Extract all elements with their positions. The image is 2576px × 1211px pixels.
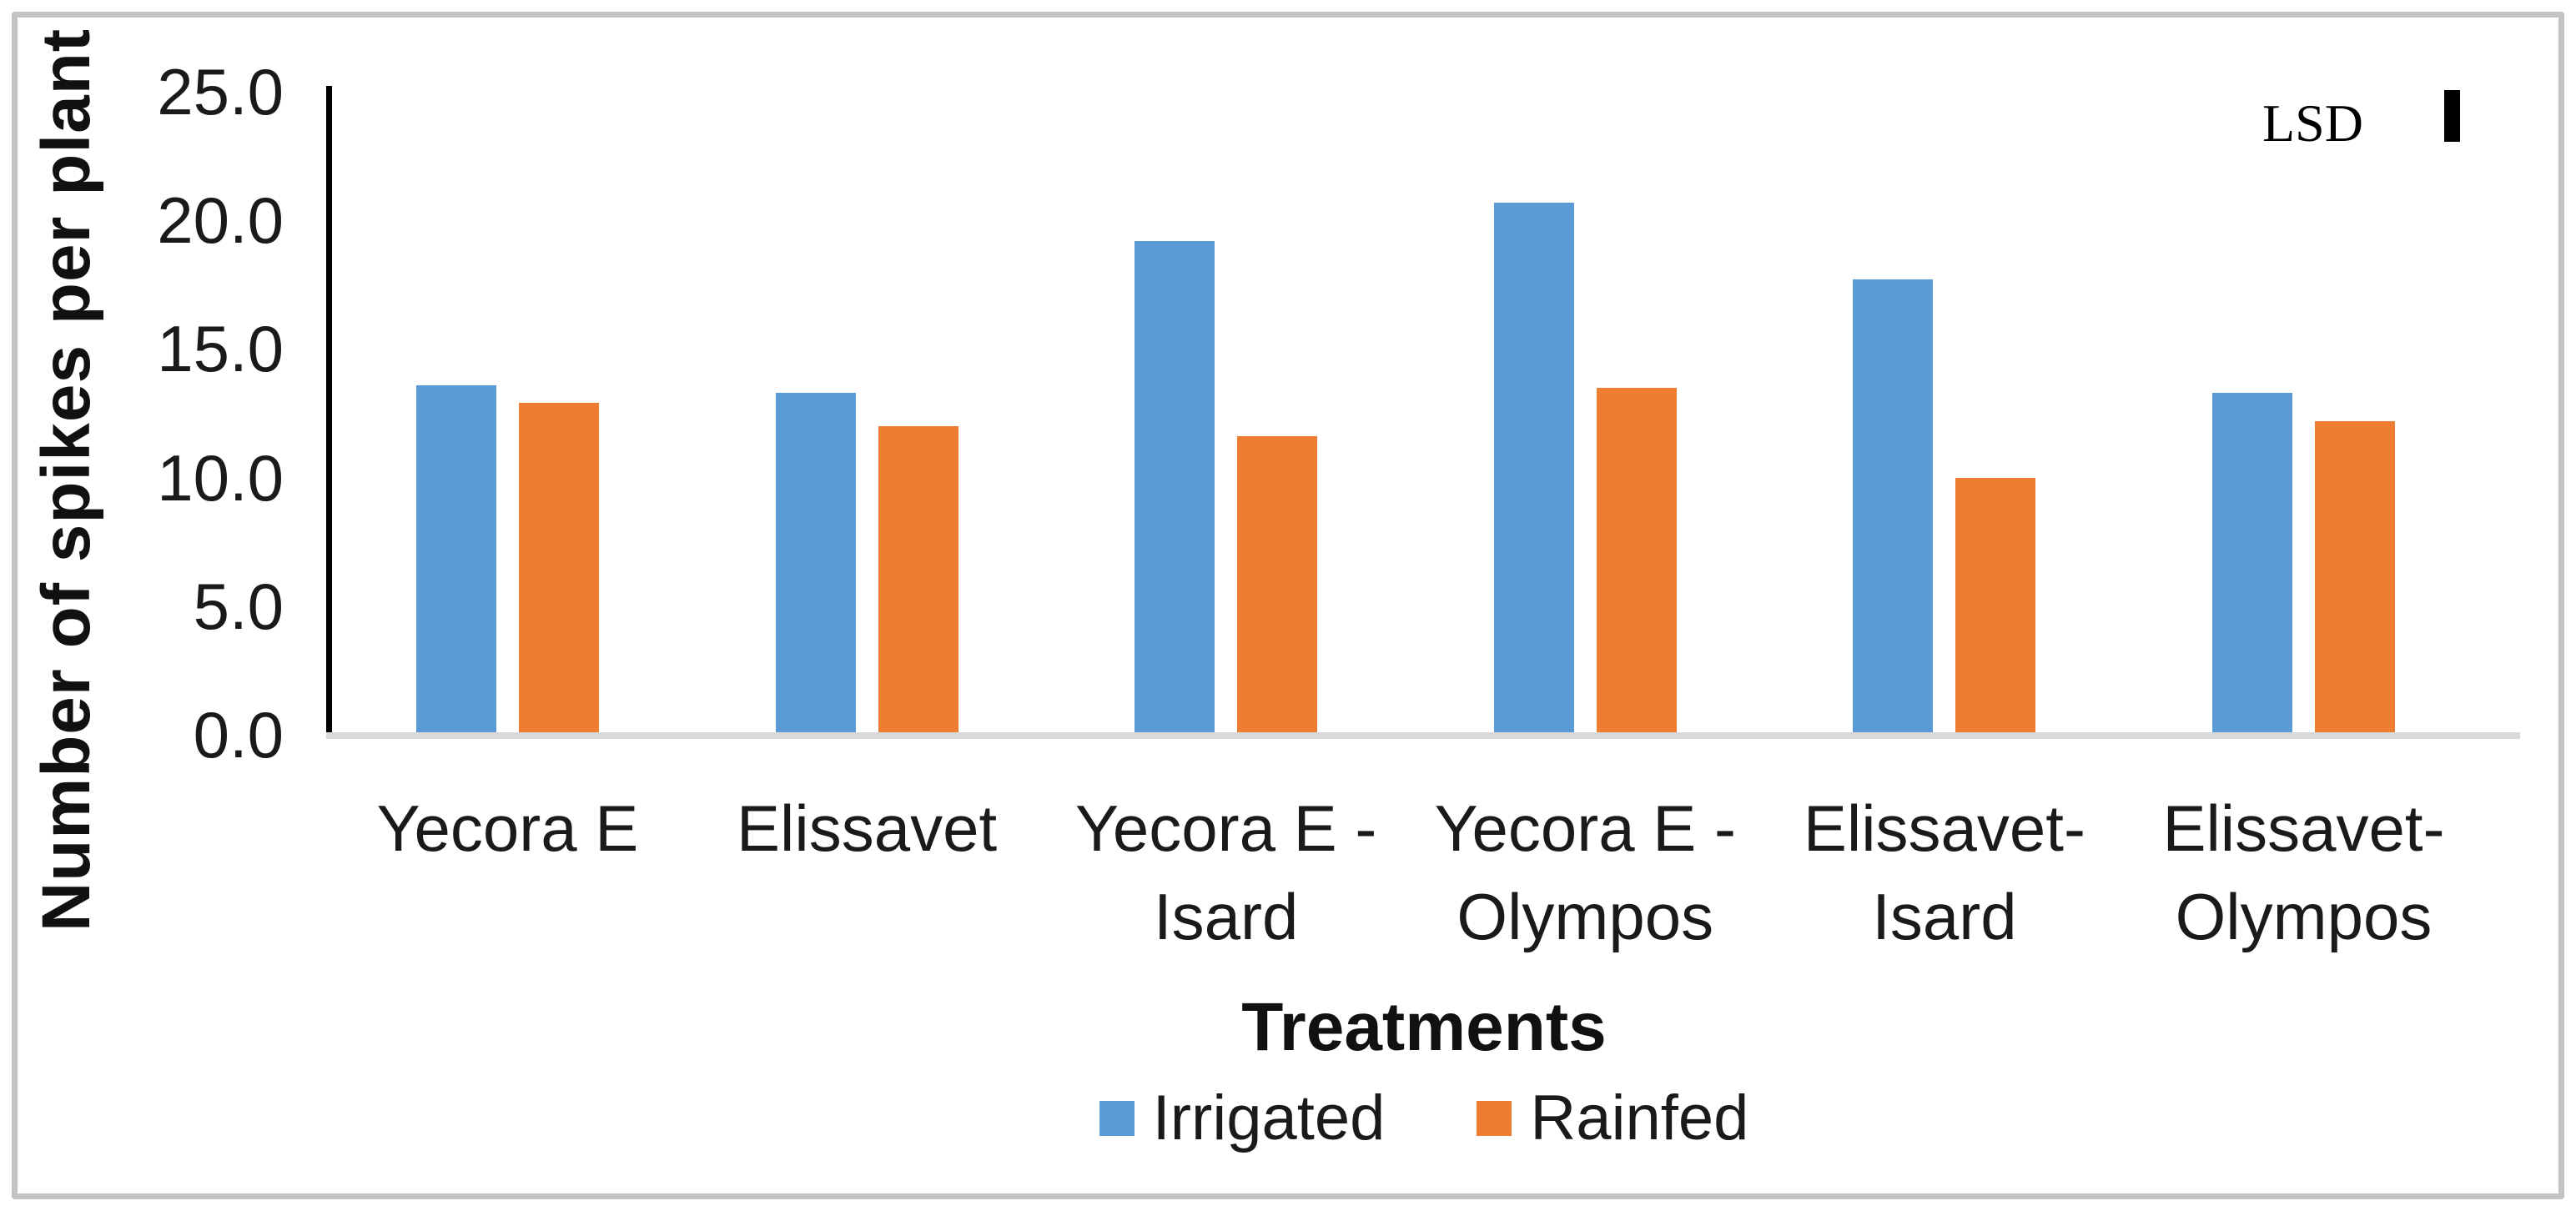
bar-rainfed-6 [2315,420,2395,735]
category-label-line: Yecora E - [1434,791,1736,865]
bar-irrigated-4 [1493,202,1574,735]
bar-rainfed-3 [1237,436,1318,735]
y-tick-label: 25.0 [157,55,284,128]
legend-swatch-rainfed [1477,1100,1512,1136]
category-label-4: Yecora E - Olympos [1393,784,1777,961]
lsd-label: LSD [2262,93,2363,153]
lsd-error-bar [2444,90,2460,142]
bar-rainfed-1 [519,403,599,735]
x-axis-baseline [326,732,2520,739]
y-tick-label: 15.0 [157,312,284,386]
bar-rainfed-5 [1955,477,2036,735]
bar-irrigated-3 [1135,240,1215,735]
category-label-line: Isard [1872,880,2017,953]
bottom-block: Treatments Irrigated Rainfed [329,988,2519,1154]
legend-item-irrigated: Irrigated [1099,1082,1386,1154]
y-tick-label: 5.0 [193,569,284,643]
legend-label: Rainfed [1530,1083,1749,1153]
category-label-line: Isard [1153,880,1299,953]
bar-irrigated-2 [775,392,856,735]
category-label-line: Olympos [1457,880,1714,953]
bar-irrigated-5 [1853,279,1934,735]
legend-label: Irrigated [1152,1083,1386,1153]
category-label-5: Elissavet- Isard [1753,784,2136,961]
category-label-line: Elissavet- [2162,791,2445,865]
bar-irrigated-1 [416,384,496,735]
category-label-line: Elissavet [737,791,998,865]
category-label-2: Elissavet [675,784,1059,872]
y-tick-label: 0.0 [193,698,284,771]
category-label-3: Yecora E - Isard [1034,784,1418,961]
bar-irrigated-6 [2212,392,2292,735]
category-label-1: Yecora E [316,784,700,872]
legend-item-rainfed: Rainfed [1477,1082,1748,1154]
category-label-line: Elissavet- [1803,791,2085,865]
y-tick-label: 10.0 [157,440,284,515]
bar-rainfed-2 [878,425,958,735]
category-label-6: Elissavet- Olympos [2112,784,2496,961]
legend-swatch-irrigated [1099,1100,1135,1136]
category-label-line: Yecora E [376,791,639,865]
category-label-line: Olympos [2175,880,2433,953]
y-axis-line [326,86,332,736]
y-tick-label: 20.0 [157,183,284,258]
bar-rainfed-4 [1596,387,1677,735]
category-label-line: Yecora E - [1075,791,1377,865]
x-axis-title: Treatments [1241,989,1607,1065]
legend: Irrigated Rainfed [1099,1082,1748,1154]
